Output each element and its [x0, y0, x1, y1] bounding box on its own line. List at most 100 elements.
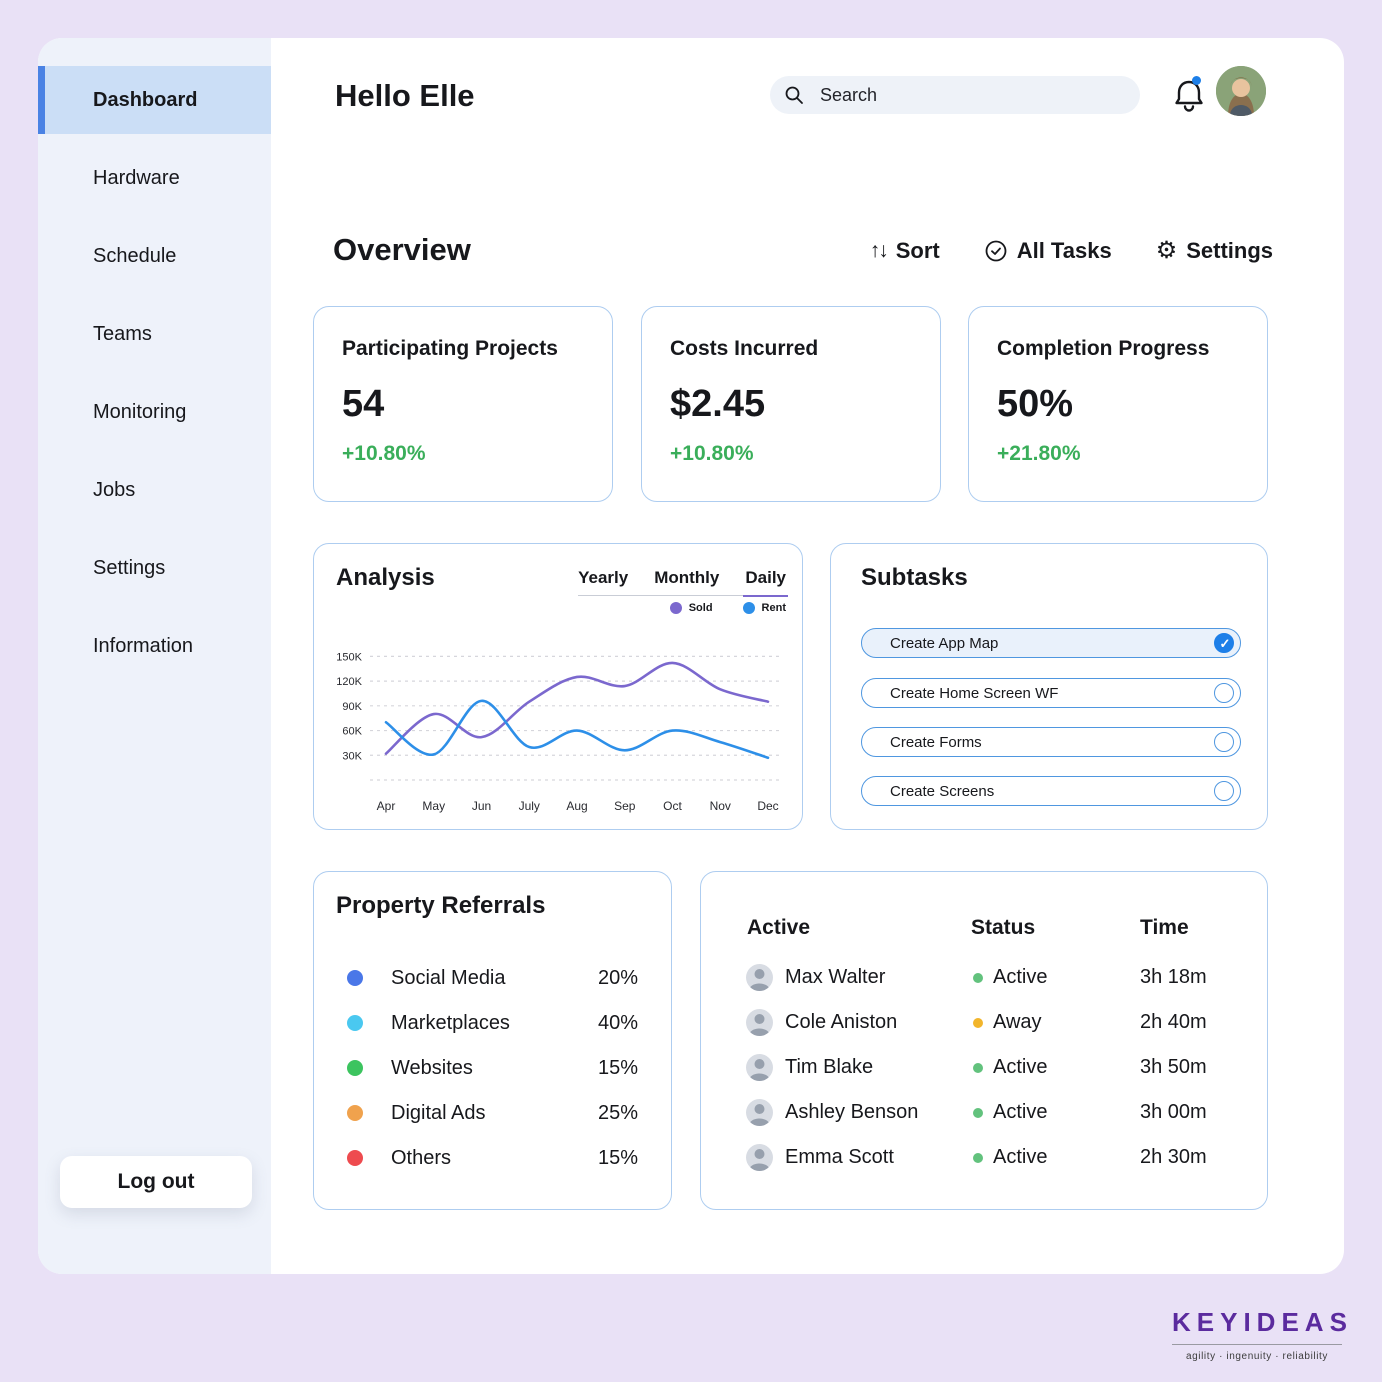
- settings-label: Settings: [1186, 238, 1273, 263]
- stat-title: Participating Projects: [342, 337, 558, 360]
- checkbox-unchecked-icon[interactable]: [1214, 781, 1234, 801]
- subtasks-panel: Subtasks Create App Map Create Home Scre…: [830, 543, 1268, 830]
- brand-tagline: agility · ingenuity · reliability: [1185, 1351, 1329, 1362]
- stat-title: Completion Progress: [997, 337, 1210, 360]
- sidebar-item-label: Teams: [93, 322, 152, 345]
- referral-dot-icon: [347, 1150, 363, 1166]
- all-tasks-button[interactable]: All Tasks: [984, 238, 1112, 264]
- stat-delta: +10.80%: [342, 442, 426, 465]
- subtask-label: Create Forms: [890, 733, 982, 751]
- analysis-tabs: Yearly Monthly Daily: [578, 568, 788, 597]
- subtasks-title: Subtasks: [861, 564, 968, 591]
- table-row[interactable]: Tim Blake Active 3h 50m: [701, 1054, 1267, 1082]
- checkbox-unchecked-icon[interactable]: [1214, 683, 1234, 703]
- active-team-panel: Active Status Time Max Walter Active 3h …: [700, 871, 1268, 1210]
- subtask-create-home-screen-wf[interactable]: Create Home Screen WF: [861, 678, 1241, 708]
- member-name: Emma Scott: [785, 1146, 894, 1168]
- status-dot-icon: [973, 1063, 983, 1073]
- referral-row-digital-ads: Digital Ads 25%: [314, 1099, 671, 1127]
- referral-value: 15%: [597, 1146, 638, 1169]
- sidebar-item-label: Monitoring: [93, 400, 187, 423]
- column-header-status: Status: [971, 916, 1036, 939]
- stat-value: $2.45: [670, 383, 766, 425]
- legend-item-rent: Rent: [742, 602, 786, 614]
- analysis-title: Analysis: [336, 564, 435, 591]
- legend-label: Rent: [761, 602, 786, 614]
- sidebar-item-monitoring[interactable]: Monitoring: [38, 392, 271, 432]
- table-row[interactable]: Emma Scott Active 2h 30m: [701, 1144, 1267, 1172]
- sort-button[interactable]: ↑↓ Sort: [870, 238, 940, 264]
- svg-text:May: May: [422, 799, 445, 813]
- svg-text:90K: 90K: [342, 701, 362, 713]
- settings-button[interactable]: ⚙ Settings: [1156, 238, 1273, 264]
- rent-dot-icon: [742, 602, 755, 614]
- tab-monthly[interactable]: Monthly: [654, 568, 720, 587]
- tab-daily[interactable]: Daily: [743, 568, 788, 597]
- column-header-active: Active: [747, 916, 811, 939]
- logout-button[interactable]: Log out: [60, 1156, 252, 1208]
- analysis-panel: Analysis Yearly Monthly Daily Sold Rent …: [313, 543, 803, 830]
- member-name: Max Walter: [785, 966, 886, 988]
- tab-yearly[interactable]: Yearly: [578, 568, 629, 587]
- referral-label: Social Media: [391, 966, 506, 989]
- sidebar-item-settings[interactable]: Settings: [38, 548, 271, 588]
- search-input[interactable]: [818, 83, 1098, 107]
- table-row[interactable]: Ashley Benson Active 3h 00m: [701, 1099, 1267, 1127]
- svg-text:150K: 150K: [336, 651, 362, 663]
- overview-controls: ↑↓ Sort All Tasks ⚙ Settings: [778, 238, 1273, 264]
- checkbox-unchecked-icon[interactable]: [1214, 732, 1234, 752]
- subtask-label: Create Home Screen WF: [890, 684, 1059, 702]
- svg-text:30K: 30K: [342, 750, 362, 762]
- sidebar: Dashboard Hardware Schedule Teams Monito…: [38, 38, 271, 1274]
- sidebar-item-hardware[interactable]: Hardware: [38, 158, 271, 198]
- sidebar-item-label: Hardware: [93, 166, 180, 189]
- svg-text:Oct: Oct: [663, 799, 682, 813]
- status-badge: Away: [993, 1011, 1042, 1033]
- sold-dot-icon: [669, 602, 682, 614]
- status-badge: Active: [993, 1146, 1048, 1168]
- sidebar-item-information[interactable]: Information: [38, 626, 271, 666]
- brand-footer: KEYIDEAS agility · ingenuity · reliabili…: [1172, 1307, 1347, 1362]
- sidebar-item-label: Settings: [93, 556, 166, 579]
- svg-text:Jun: Jun: [472, 799, 491, 813]
- stat-card-completion-progress: Completion Progress 50% +21.80%: [968, 306, 1268, 502]
- section-title-overview: Overview: [333, 232, 471, 267]
- table-row[interactable]: Cole Aniston Away 2h 40m: [701, 1009, 1267, 1037]
- sidebar-item-label: Schedule: [93, 244, 177, 267]
- subtask-create-forms[interactable]: Create Forms: [861, 727, 1241, 757]
- referrals-title: Property Referrals: [336, 892, 546, 919]
- sidebar-item-schedule[interactable]: Schedule: [38, 236, 271, 276]
- sidebar-item-dashboard[interactable]: Dashboard: [38, 66, 271, 134]
- subtask-create-app-map[interactable]: Create App Map: [861, 628, 1241, 658]
- avatar: [746, 1054, 773, 1081]
- avatar: [746, 964, 773, 991]
- active-indicator-bar: [38, 66, 45, 134]
- referral-label: Websites: [391, 1056, 473, 1079]
- chart-legend: Sold Rent: [669, 602, 786, 614]
- subtask-create-screens[interactable]: Create Screens: [861, 776, 1241, 806]
- notification-bell-icon[interactable]: [1171, 75, 1207, 115]
- referral-label: Marketplaces: [391, 1011, 510, 1034]
- stat-card-costs-incurred: Costs Incurred $2.45 +10.80%: [641, 306, 941, 502]
- sidebar-item-jobs[interactable]: Jobs: [38, 470, 271, 510]
- legend-label: Sold: [688, 602, 713, 614]
- sort-label: Sort: [895, 238, 940, 263]
- table-row[interactable]: Max Walter Active 3h 18m: [701, 964, 1267, 992]
- time-value: 3h 00m: [1140, 1101, 1207, 1123]
- property-referrals-panel: Property Referrals Social Media 20% Mark…: [313, 871, 672, 1210]
- referral-row-marketplaces: Marketplaces 40%: [314, 1009, 671, 1037]
- checkbox-checked-icon[interactable]: [1214, 633, 1235, 654]
- avatar: [746, 1099, 773, 1126]
- all-tasks-label: All Tasks: [1016, 238, 1112, 263]
- status-dot-icon: [973, 1018, 983, 1028]
- search-bar[interactable]: [770, 76, 1140, 114]
- analysis-line-chart: 150K 120K 90K 60K 30K Apr May Jun July Aug Sep Oct N…: [336, 651, 780, 813]
- user-avatar[interactable]: [1216, 66, 1266, 116]
- member-name: Cole Aniston: [785, 1011, 898, 1033]
- brand-divider: [1172, 1344, 1342, 1345]
- stat-value: 54: [342, 383, 385, 425]
- column-header-time: Time: [1140, 916, 1189, 939]
- sidebar-item-teams[interactable]: Teams: [38, 314, 271, 354]
- svg-text:July: July: [519, 799, 540, 813]
- subtask-label: Create App Map: [890, 634, 999, 652]
